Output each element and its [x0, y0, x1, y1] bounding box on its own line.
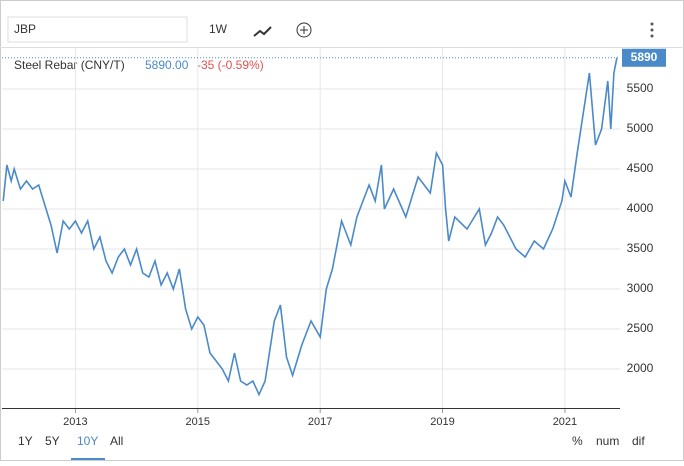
search-text[interactable]: JBP	[14, 22, 36, 36]
x-tick-label: 2017	[308, 416, 332, 428]
chart-type-icon[interactable]	[253, 26, 272, 37]
last-price-box	[622, 48, 666, 67]
y-tick-label: 2000	[627, 361, 654, 375]
menu-icon[interactable]	[650, 22, 654, 38]
search-box[interactable]	[7, 16, 188, 43]
mode-button[interactable]: num	[596, 434, 619, 448]
add-icon-plus	[300, 26, 308, 34]
add-icon[interactable]	[296, 22, 312, 38]
change: -35 (-0.59%)	[197, 58, 264, 72]
y-tick-label: 5000	[627, 121, 654, 135]
y-tick-label: 4000	[627, 201, 654, 215]
y-tick-label: 4500	[627, 161, 654, 175]
range-button[interactable]: 1Y	[18, 434, 33, 448]
mode-button[interactable]: %	[572, 434, 583, 448]
y-tick-label: 2500	[627, 321, 654, 335]
y-tick-label: 3500	[627, 241, 654, 255]
range-button[interactable]: 5Y	[45, 434, 60, 448]
legend-name: Steel Rebar (CNY/T)	[14, 58, 125, 72]
price-line	[2, 57, 618, 397]
x-tick-label: 2015	[186, 416, 210, 428]
mode-button[interactable]: dif	[632, 434, 645, 448]
last-price-label: 5890	[631, 50, 658, 64]
x-tick-label: 2019	[430, 416, 454, 428]
range-button[interactable]: All	[110, 434, 123, 448]
x-tick-label: 2013	[63, 416, 87, 428]
x-tick-label: 2021	[553, 416, 577, 428]
price: 5890.00	[145, 58, 189, 72]
y-tick-label: 5500	[627, 81, 654, 95]
interval-button[interactable]: 1W	[209, 22, 228, 36]
y-tick-label: 3000	[627, 281, 654, 295]
range-button[interactable]: 10Y	[77, 434, 98, 448]
